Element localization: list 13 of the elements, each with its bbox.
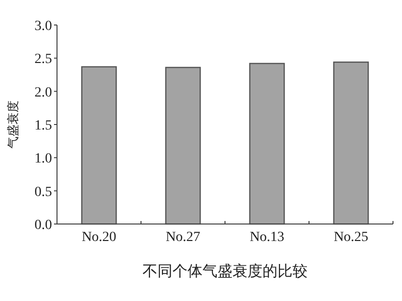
text: 不同个体气盛衰度的比较	[142, 263, 308, 280]
y-tick-label: 2.5	[34, 52, 52, 68]
x-tick-label: No.25	[334, 230, 368, 245]
x-tick-label: No.27	[166, 230, 200, 245]
y-tick-label: 3.0	[34, 19, 52, 34]
x-tick-label: No.20	[82, 230, 116, 245]
y-tick-label: 0.5	[34, 184, 52, 200]
y-axis-title: 气盛衰度	[6, 100, 20, 148]
y-tick-label: 1.0	[34, 152, 52, 167]
y-tick-label: 0.0	[34, 218, 52, 233]
y-tick-label: 1.5	[34, 118, 52, 134]
x-tick-label: No.13	[250, 230, 284, 245]
y-tick-label: 2.0	[34, 85, 52, 100]
